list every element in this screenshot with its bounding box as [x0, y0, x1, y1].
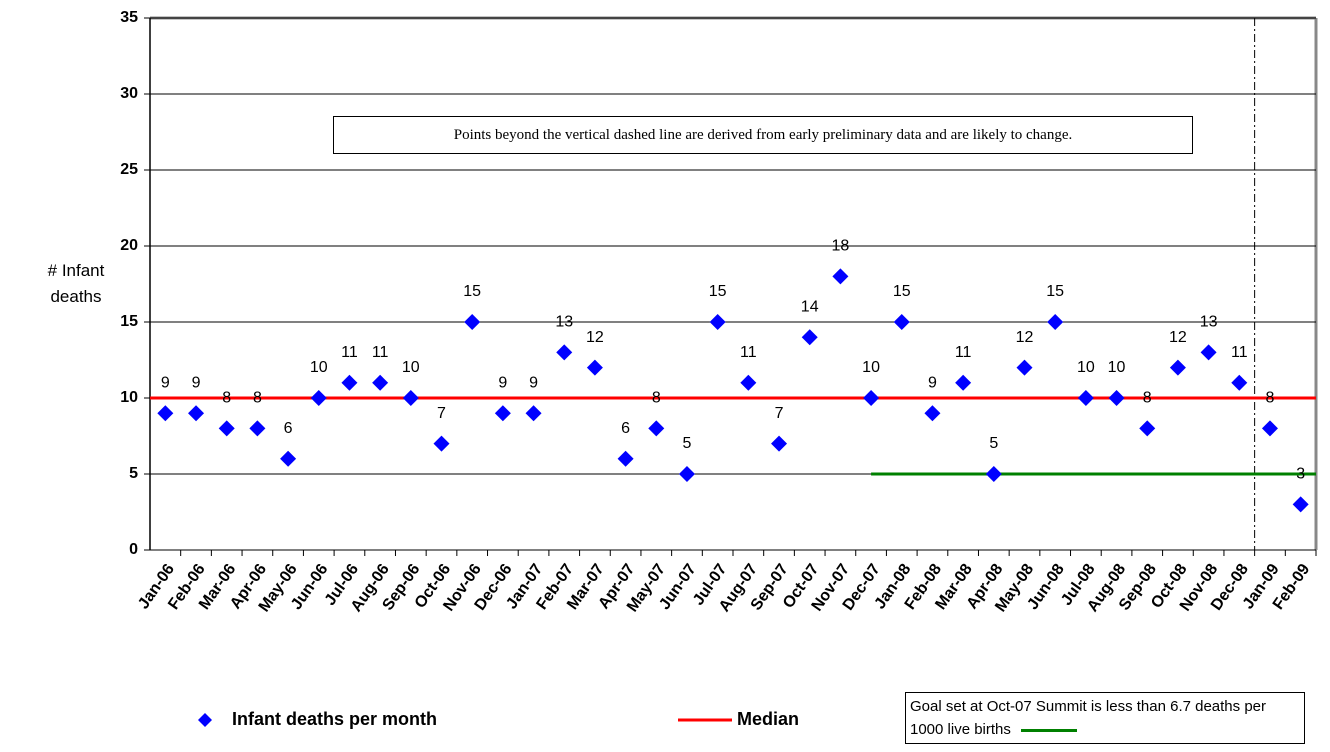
value-label: 10 [310, 359, 328, 376]
value-label: 5 [989, 435, 998, 452]
value-label: 15 [463, 283, 481, 300]
y-tick-label: 0 [129, 541, 138, 558]
data-point [1169, 359, 1186, 376]
y-tick-label: 5 [129, 465, 138, 482]
value-label: 8 [652, 390, 661, 407]
value-label: 13 [555, 314, 573, 331]
value-label: 11 [372, 344, 389, 361]
legend-label: Goal set at Oct-07 Summit is less than 6… [910, 698, 1267, 738]
data-point [985, 466, 1002, 482]
value-label: 12 [586, 329, 604, 346]
legend-label: Infant deaths per month [232, 709, 437, 729]
value-label: 6 [621, 420, 630, 437]
data-point [372, 374, 389, 391]
data-point [310, 390, 327, 406]
data-point [1016, 359, 1033, 376]
data-point [678, 466, 695, 482]
y-tick-label: 15 [120, 313, 138, 330]
value-label: 6 [284, 420, 293, 437]
data-point [586, 359, 603, 376]
data-point [740, 374, 757, 391]
y-tick-label: 10 [120, 389, 138, 406]
value-label: 8 [1143, 390, 1152, 407]
value-label: 3 [1296, 466, 1305, 483]
data-point [617, 450, 634, 467]
value-label: 8 [222, 390, 231, 407]
data-point [1200, 344, 1217, 361]
legend-line [1021, 728, 1078, 732]
goal-legend-box: Goal set at Oct-07 Summit is less than 6… [905, 692, 1305, 744]
data-point [218, 420, 235, 437]
value-label: 11 [1231, 344, 1248, 361]
data-point [1108, 390, 1125, 406]
value-label: 12 [1169, 329, 1187, 346]
value-label: 7 [437, 405, 446, 422]
data-point [955, 374, 972, 391]
value-label: 8 [1266, 390, 1275, 407]
value-label: 9 [498, 374, 507, 391]
data-point [464, 314, 481, 330]
value-label: 13 [1200, 314, 1218, 331]
legend-label: Median [737, 709, 799, 729]
value-label: 15 [709, 283, 727, 300]
data-point [863, 390, 880, 406]
data-point [771, 435, 788, 452]
data-point [1139, 420, 1156, 437]
data-point [1292, 496, 1309, 513]
value-label: 11 [740, 344, 757, 361]
y-tick-label: 35 [120, 9, 138, 26]
value-label: 10 [862, 359, 880, 376]
value-label: 9 [161, 374, 170, 391]
data-point [249, 420, 266, 437]
data-point [341, 374, 358, 391]
value-label: 7 [775, 405, 784, 422]
data-point [924, 405, 941, 422]
value-label: 14 [801, 298, 819, 315]
legend-marker [198, 713, 212, 727]
y-axis-label: # Infant deaths [47, 261, 105, 306]
data-point [648, 420, 665, 437]
annotation: Points beyond the vertical dashed line a… [333, 116, 1193, 154]
data-point [1077, 390, 1094, 406]
data-point [1231, 374, 1248, 391]
y-tick-label: 20 [120, 237, 138, 254]
data-point [1047, 314, 1064, 330]
value-label: 11 [341, 344, 358, 361]
data-point [709, 314, 726, 330]
value-label: 10 [402, 359, 420, 376]
data-point [402, 390, 419, 406]
value-label: 18 [831, 238, 849, 255]
data-point [280, 450, 297, 467]
value-label: 10 [1077, 359, 1095, 376]
value-label: 5 [683, 435, 692, 452]
data-point [556, 344, 573, 361]
data-point [893, 314, 910, 330]
value-label: 10 [1108, 359, 1126, 376]
value-label: 9 [529, 374, 538, 391]
value-label: 15 [893, 283, 911, 300]
value-label: 8 [253, 390, 262, 407]
value-label: 15 [1046, 283, 1064, 300]
value-label: 12 [1016, 329, 1034, 346]
value-label: 9 [192, 374, 201, 391]
data-point [525, 405, 542, 422]
data-point [188, 405, 205, 422]
data-point [832, 268, 849, 285]
y-tick-label: 30 [120, 85, 138, 102]
value-label: 11 [955, 344, 972, 361]
data-point [1261, 420, 1278, 437]
value-label: 9 [928, 374, 937, 391]
data-point [433, 435, 450, 452]
data-point [494, 405, 511, 422]
data-point [157, 405, 174, 422]
data-point [801, 329, 818, 346]
y-tick-label: 25 [120, 161, 138, 178]
